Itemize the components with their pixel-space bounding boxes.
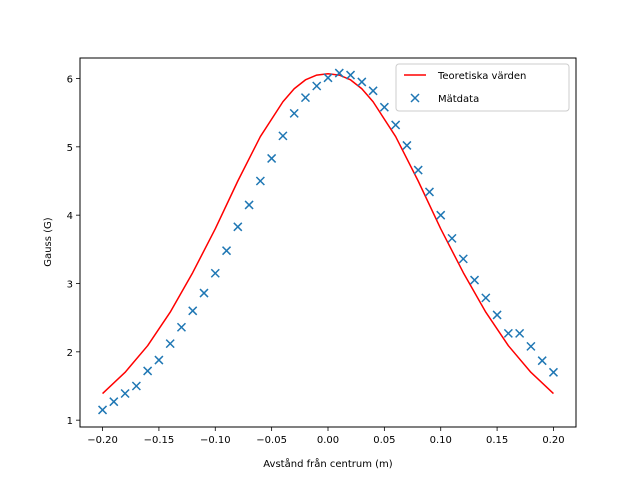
data-point (334, 68, 344, 78)
data-point (143, 366, 153, 376)
data-point (188, 306, 198, 316)
data-point (526, 341, 536, 351)
data-point (357, 77, 367, 87)
y-tick-label: 3 (67, 280, 73, 291)
data-point (413, 165, 423, 175)
data-point (515, 328, 525, 338)
data-point (244, 200, 254, 210)
x-tick-label: −0.15 (144, 435, 175, 446)
data-point (458, 254, 468, 264)
y-tick-label: 2 (67, 348, 73, 359)
plot-area (98, 68, 558, 415)
data-point (503, 328, 513, 338)
data-point (176, 322, 186, 332)
theoretical-line (102, 72, 554, 395)
y-axis-label: Gauss (G) (43, 217, 54, 266)
data-point (391, 120, 401, 130)
axes-frame (79, 57, 577, 428)
legend-label-measured: Mätdata (438, 94, 479, 105)
y-tick-label: 5 (67, 143, 73, 154)
data-point (548, 367, 558, 377)
data-point (165, 339, 175, 349)
data-point (210, 268, 220, 278)
data-point (222, 246, 232, 256)
data-point (368, 86, 378, 96)
legend-marker-swatch (410, 93, 420, 103)
x-tick-label: 0.00 (317, 435, 339, 446)
x-tick-label: −0.05 (256, 435, 287, 446)
x-tick-label: 0.15 (486, 435, 508, 446)
x-tick-label: −0.10 (200, 435, 231, 446)
legend-frame (395, 63, 570, 112)
data-point (481, 293, 491, 303)
x-tick-label: −0.20 (87, 435, 118, 446)
legend: Teoretiska värden Mätdata (395, 63, 570, 112)
data-point (233, 222, 243, 232)
data-point (289, 108, 299, 118)
data-point (492, 310, 502, 320)
data-point (424, 187, 434, 197)
data-point (379, 102, 389, 112)
data-point (267, 153, 277, 163)
x-tick-label: 0.20 (542, 435, 564, 446)
x-tick-label: 0.05 (373, 435, 395, 446)
data-point (98, 405, 108, 415)
data-point (470, 275, 480, 285)
data-point (312, 81, 322, 91)
data-point (255, 176, 265, 186)
data-point (323, 73, 333, 83)
data-point (537, 356, 547, 366)
data-point (131, 381, 141, 391)
data-point (154, 355, 164, 365)
x-axis-label: Avstånd från centrum (m) (263, 457, 392, 470)
y-axis: 1 2 3 4 5 6 (67, 75, 80, 427)
y-tick-label: 4 (67, 211, 73, 222)
data-point (447, 233, 457, 243)
y-tick-label: 6 (67, 75, 73, 86)
data-point (199, 288, 209, 298)
data-point (436, 210, 446, 220)
data-point (300, 93, 310, 103)
x-tick-label: 0.10 (430, 435, 452, 446)
data-point (402, 140, 412, 150)
y-tick-label: 1 (67, 416, 73, 427)
data-point (109, 397, 119, 407)
data-point (278, 131, 288, 141)
x-axis: −0.20 −0.15 −0.10 −0.05 0.00 0.05 0.10 0.15 0.20 (87, 427, 565, 446)
legend-label-theoretical: Teoretiska värden (437, 71, 526, 82)
data-point (120, 388, 130, 399)
data-point (346, 70, 356, 80)
